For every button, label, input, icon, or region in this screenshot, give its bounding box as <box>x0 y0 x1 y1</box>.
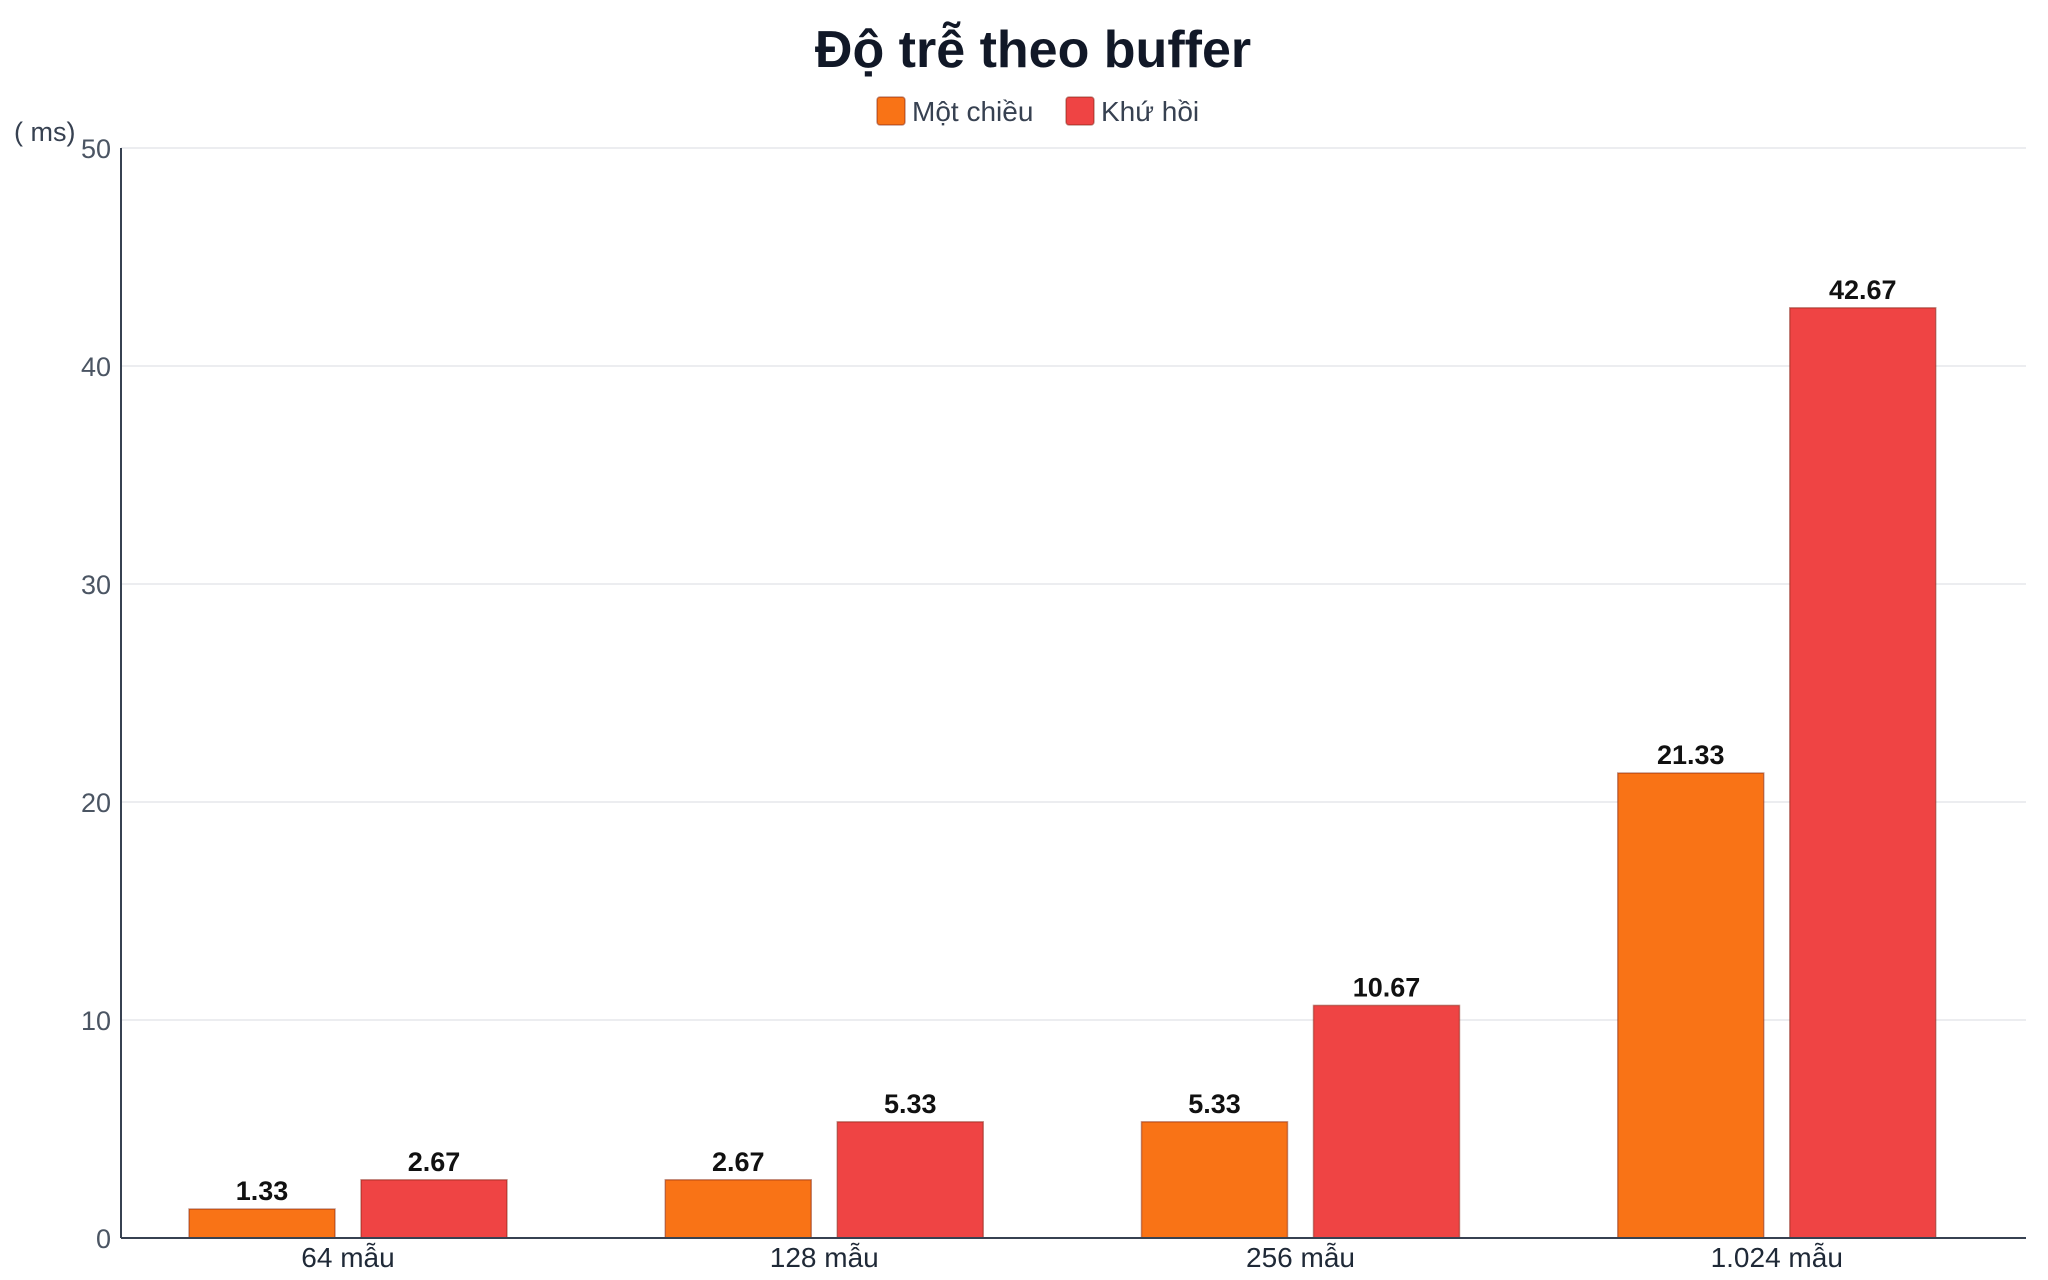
data-label: 2.67 <box>712 1147 765 1177</box>
bar-round-trip <box>836 1121 984 1239</box>
data-label: 5.33 <box>1188 1089 1241 1119</box>
x-tick-label: 256 mẫu <box>1246 1242 1355 1273</box>
x-tick-label: 128 mẫu <box>770 1242 879 1273</box>
bar-round-trip <box>1312 1004 1461 1239</box>
legend-label: Một chiều <box>912 96 1033 127</box>
bars <box>188 307 1937 1239</box>
data-label: 1.33 <box>236 1176 289 1206</box>
y-axis-ticks: 0 10 20 30 40 50 <box>81 134 111 1254</box>
legend-swatch <box>1065 96 1095 126</box>
data-label: 21.33 <box>1657 740 1725 770</box>
x-tick-label: 64 mẫu <box>301 1242 394 1273</box>
legend-label: Khứ hồi <box>1101 96 1199 127</box>
legend-swatch <box>876 96 906 126</box>
bar-one-way <box>664 1179 812 1239</box>
data-label: 10.67 <box>1353 972 1421 1002</box>
legend: Một chiều Khứ hồi <box>876 96 1199 127</box>
bar-one-way <box>1140 1121 1289 1239</box>
y-tick-label: 20 <box>81 788 111 818</box>
bar-round-trip <box>360 1179 508 1239</box>
data-label: 2.67 <box>408 1147 461 1177</box>
x-tick-label: 1.024 mẫu <box>1711 1242 1843 1273</box>
chart-title: Độ trễ theo buffer <box>815 21 1251 79</box>
y-tick-label: 10 <box>81 1006 111 1036</box>
bar-one-way <box>188 1208 336 1239</box>
y-tick-label: 0 <box>96 1224 111 1254</box>
data-labels: 1.33 2.67 2.67 5.33 5.33 10.67 21.33 42.67 <box>236 275 1897 1206</box>
y-tick-label: 40 <box>81 352 111 382</box>
legend-item-one-way[interactable]: Một chiều <box>876 96 1033 127</box>
bar-one-way <box>1617 772 1765 1239</box>
data-label: 42.67 <box>1829 275 1897 305</box>
x-axis-labels: 64 mẫu 128 mẫu 256 mẫu 1.024 mẫu <box>301 1242 1843 1273</box>
legend-item-round-trip[interactable]: Khứ hồi <box>1065 96 1199 127</box>
data-label: 5.33 <box>884 1089 937 1119</box>
y-axis-unit-label: ( ms) <box>14 117 75 147</box>
y-tick-label: 30 <box>81 570 111 600</box>
bar-round-trip <box>1789 307 1937 1239</box>
y-tick-label: 50 <box>81 134 111 164</box>
